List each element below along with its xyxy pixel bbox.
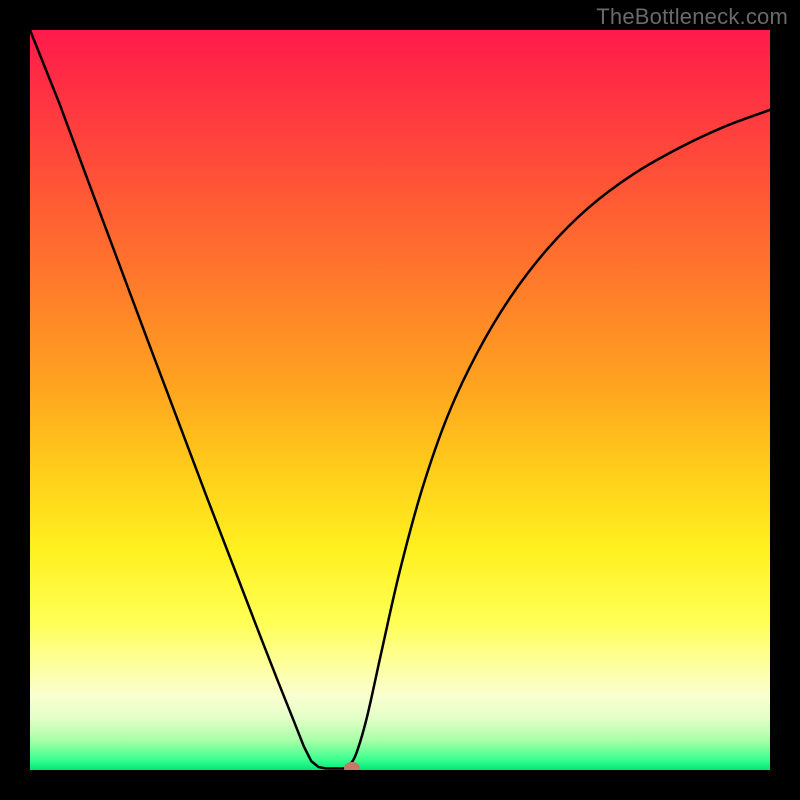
chart-svg	[30, 30, 770, 770]
operating-point-marker	[344, 762, 360, 770]
plot-area	[30, 30, 770, 770]
gradient-background	[30, 30, 770, 770]
watermark-text: TheBottleneck.com	[596, 4, 788, 30]
